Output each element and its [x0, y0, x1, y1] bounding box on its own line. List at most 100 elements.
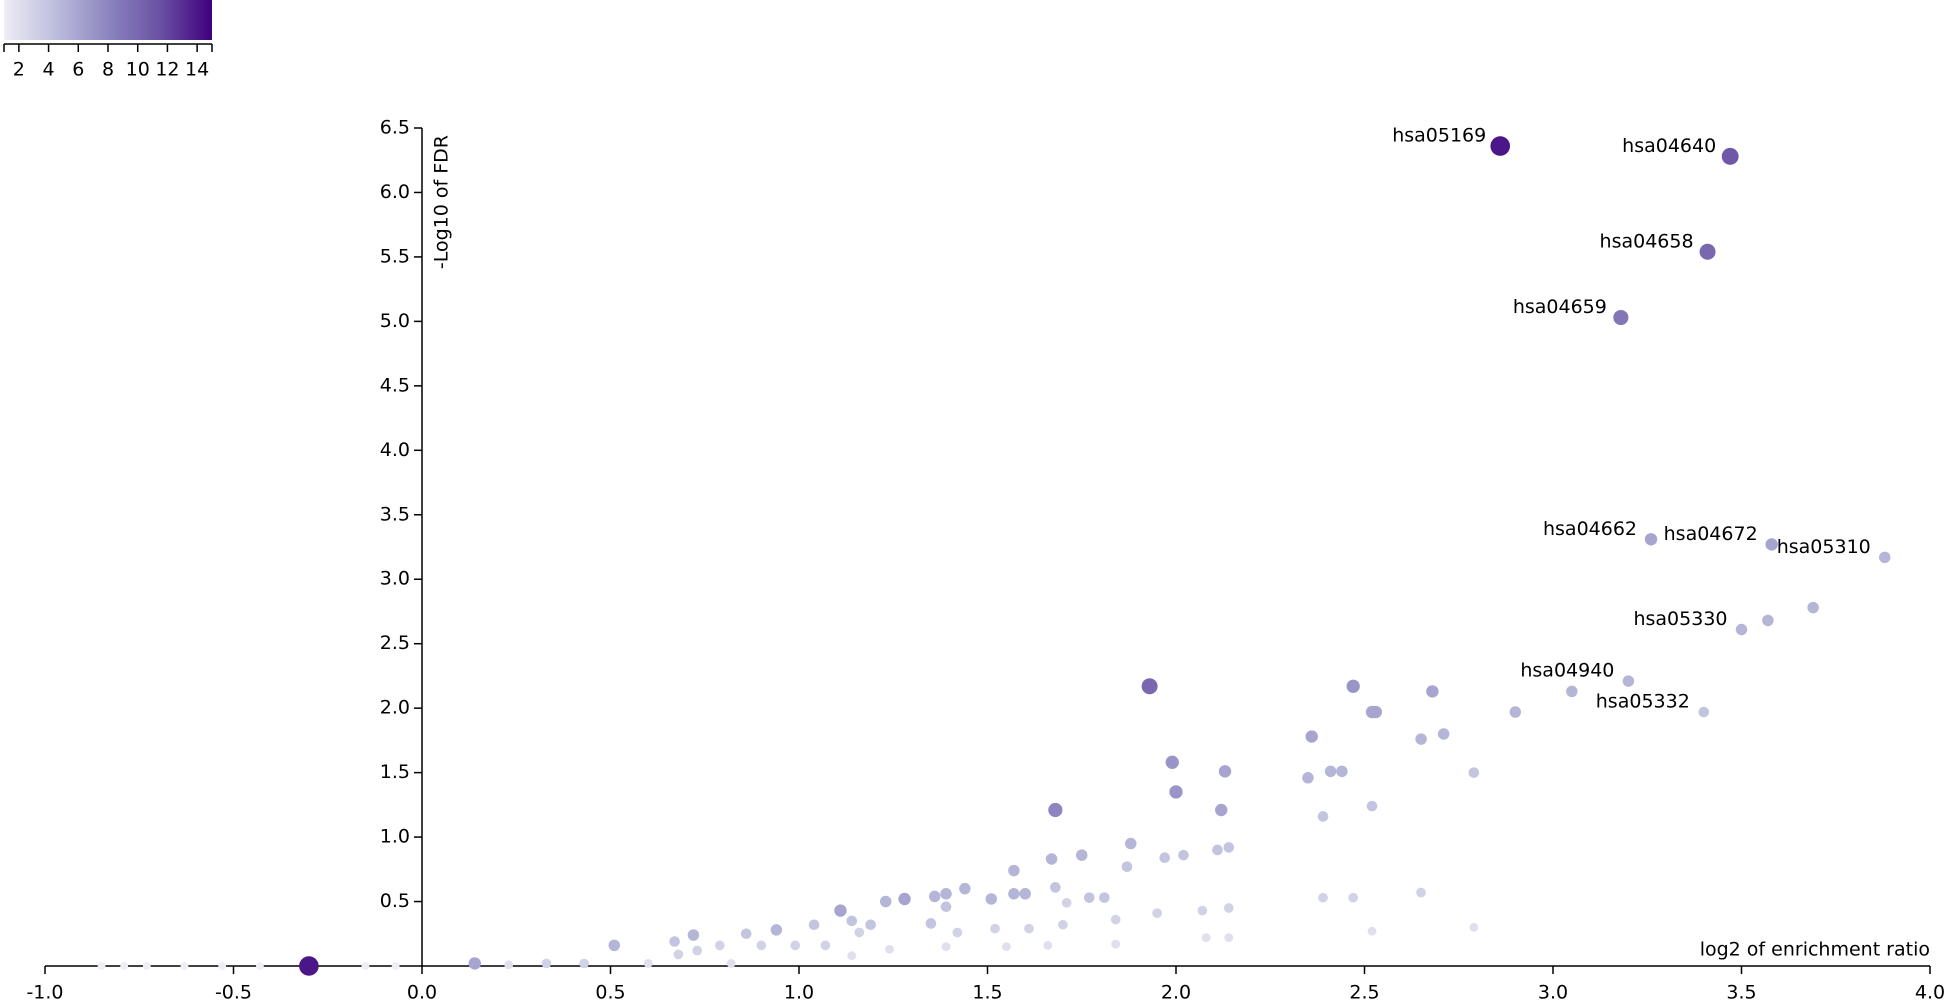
y-tick-label: 0.5 [380, 890, 410, 912]
point [1644, 533, 1658, 546]
y-tick-label: 1.0 [380, 826, 410, 848]
point-label: hsa04672 [1664, 523, 1758, 545]
point [643, 959, 653, 968]
point [1201, 933, 1211, 943]
y-tick-label: 4.5 [380, 374, 410, 396]
point [834, 904, 847, 917]
point [468, 957, 481, 970]
point [1369, 705, 1383, 719]
point [1050, 882, 1061, 893]
point [1566, 685, 1578, 698]
point [1613, 309, 1629, 326]
point [1165, 755, 1179, 769]
point [97, 962, 106, 970]
point [1141, 678, 1158, 695]
x-tick-label: 0.5 [595, 982, 625, 1004]
point [1008, 864, 1020, 877]
point [1469, 922, 1479, 932]
point [865, 919, 876, 931]
colorbar-tick-label: 10 [126, 59, 150, 81]
point [1043, 940, 1053, 950]
point [218, 962, 227, 970]
point [714, 940, 725, 951]
point [608, 939, 621, 952]
point-label: hsa05169 [1392, 125, 1486, 147]
point-label: hsa04658 [1600, 230, 1694, 252]
point [1765, 538, 1778, 551]
y-tick-label: 5.5 [380, 245, 410, 267]
point [847, 951, 857, 961]
point [1061, 897, 1072, 908]
point [1698, 706, 1710, 718]
point [1366, 800, 1378, 812]
point [925, 918, 937, 929]
x-tick-label: 3.0 [1538, 982, 1568, 1004]
point [142, 962, 151, 970]
point [1490, 136, 1511, 156]
point [1735, 623, 1748, 636]
point [541, 958, 552, 969]
point [726, 959, 736, 968]
point [1416, 887, 1426, 898]
point [854, 927, 865, 938]
x-tick-label: -1.0 [26, 982, 63, 1004]
point [985, 893, 998, 905]
point [770, 924, 783, 936]
point [1699, 243, 1716, 260]
point [180, 962, 189, 970]
point [1197, 905, 1208, 916]
y-tick-label: 6.0 [380, 181, 410, 203]
point [391, 962, 400, 970]
point [1111, 939, 1121, 949]
point [1159, 852, 1170, 864]
y-tick-label: 1.5 [380, 761, 410, 783]
point [1762, 614, 1774, 627]
point [885, 944, 894, 954]
point [790, 940, 801, 951]
point-label: hsa04659 [1513, 296, 1607, 318]
point [1099, 892, 1110, 903]
point [1468, 767, 1480, 778]
point [1224, 933, 1234, 943]
point-label: hsa04662 [1543, 518, 1637, 540]
point [1346, 679, 1360, 693]
point [898, 892, 911, 906]
point [361, 962, 370, 970]
colorbar-tick-label: 2 [13, 59, 25, 81]
point [1001, 942, 1011, 952]
point [1437, 728, 1450, 740]
colorbar-tick-label: 14 [185, 59, 209, 81]
y-tick-label: 3.5 [380, 503, 410, 525]
x-tick-label: 2.5 [1349, 982, 1379, 1004]
y-axis-label: -Log10 of FDR [431, 135, 453, 269]
point [846, 915, 858, 927]
y-tick-label: 2.5 [380, 632, 410, 654]
point [673, 949, 684, 960]
point [928, 890, 941, 903]
point [940, 888, 952, 900]
x-tick-label: 4.0 [1915, 982, 1945, 1004]
y-tick-label: 2.0 [380, 697, 410, 719]
point [1110, 914, 1121, 925]
point [1509, 706, 1522, 718]
point [669, 936, 680, 947]
point [504, 960, 514, 970]
point [1367, 926, 1377, 936]
point [808, 919, 820, 931]
point [1622, 675, 1635, 687]
point [1426, 685, 1439, 698]
point [1169, 785, 1183, 799]
point [1008, 888, 1020, 900]
point [1083, 892, 1095, 903]
point [1024, 923, 1034, 934]
x-tick-label: 3.5 [1726, 982, 1756, 1004]
point [952, 927, 963, 938]
point [120, 962, 129, 970]
point [740, 928, 752, 940]
point [940, 901, 952, 912]
point [692, 945, 703, 956]
x-tick-label: -0.5 [215, 982, 252, 1004]
x-tick-label: 1.0 [784, 982, 814, 1004]
point [1152, 908, 1162, 918]
point [1807, 601, 1819, 614]
